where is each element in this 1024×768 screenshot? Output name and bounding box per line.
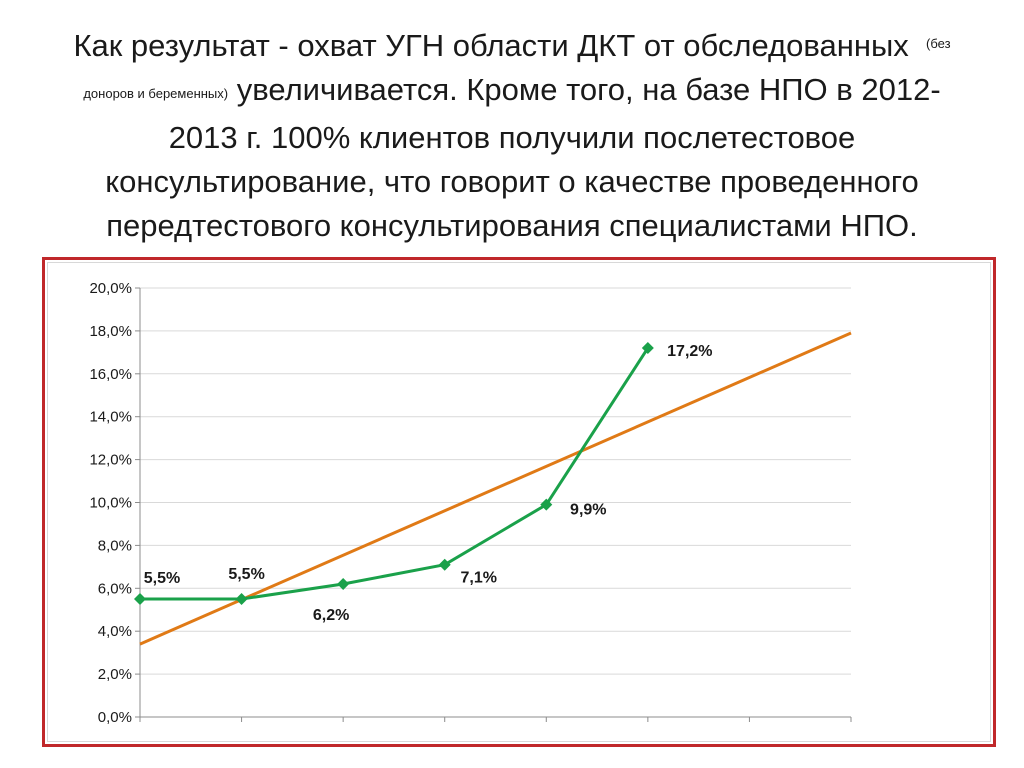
y-tick-label: 12,0% (89, 452, 132, 469)
data-label: 6,2% (313, 607, 349, 624)
title-line-1: Как результат - охват УГН области ДКТ от… (20, 22, 1004, 68)
chart-area (47, 262, 991, 742)
series-line (140, 347, 650, 601)
title-text-2: увеличивается. Кроме того, на базе НПО в… (236, 72, 941, 107)
slide-title: Как результат - охват УГН области ДКТ от… (20, 22, 1004, 248)
y-tick-label: 8,0% (98, 537, 132, 554)
data-label: 5,5% (144, 570, 180, 587)
y-tick-label: 16,0% (89, 366, 132, 383)
y-tick-label: 0,0% (98, 709, 132, 726)
y-tick-label: 6,0% (98, 580, 132, 597)
y-tick-label: 2,0% (98, 666, 132, 683)
y-tick-label: 20,0% (89, 280, 132, 297)
y-tick-label: 18,0% (89, 323, 132, 340)
data-label: 9,9% (570, 502, 606, 519)
data-point-marker (337, 578, 350, 591)
data-label: 17,2% (667, 343, 712, 360)
data-point-marker (438, 558, 451, 571)
data-label: 7,1% (460, 570, 496, 587)
title-note-a: (без (926, 36, 951, 51)
title-line-5: передтестового консультирования специали… (106, 208, 918, 243)
data-point-marker (641, 342, 654, 355)
trendline (139, 331, 852, 646)
title-line-4: консультирование, что говорит о качестве… (105, 164, 919, 199)
title-line-2: доноров и беременных) увеличивается. Кро… (20, 68, 1004, 116)
data-point-marker (134, 593, 146, 606)
y-tick-label: 14,0% (89, 409, 132, 426)
title-note-b: доноров и беременных) (83, 86, 229, 101)
title-text-1: Как результат - охват УГН области ДКТ от… (73, 28, 909, 63)
title-line-3: 2013 г. 100% клиентов получили послетест… (168, 120, 856, 155)
y-tick-label: 10,0% (89, 495, 132, 512)
y-tick-label: 4,0% (98, 623, 132, 640)
data-point-marker (540, 498, 553, 511)
data-point-marker (235, 593, 248, 606)
data-label: 5,5% (228, 566, 264, 583)
